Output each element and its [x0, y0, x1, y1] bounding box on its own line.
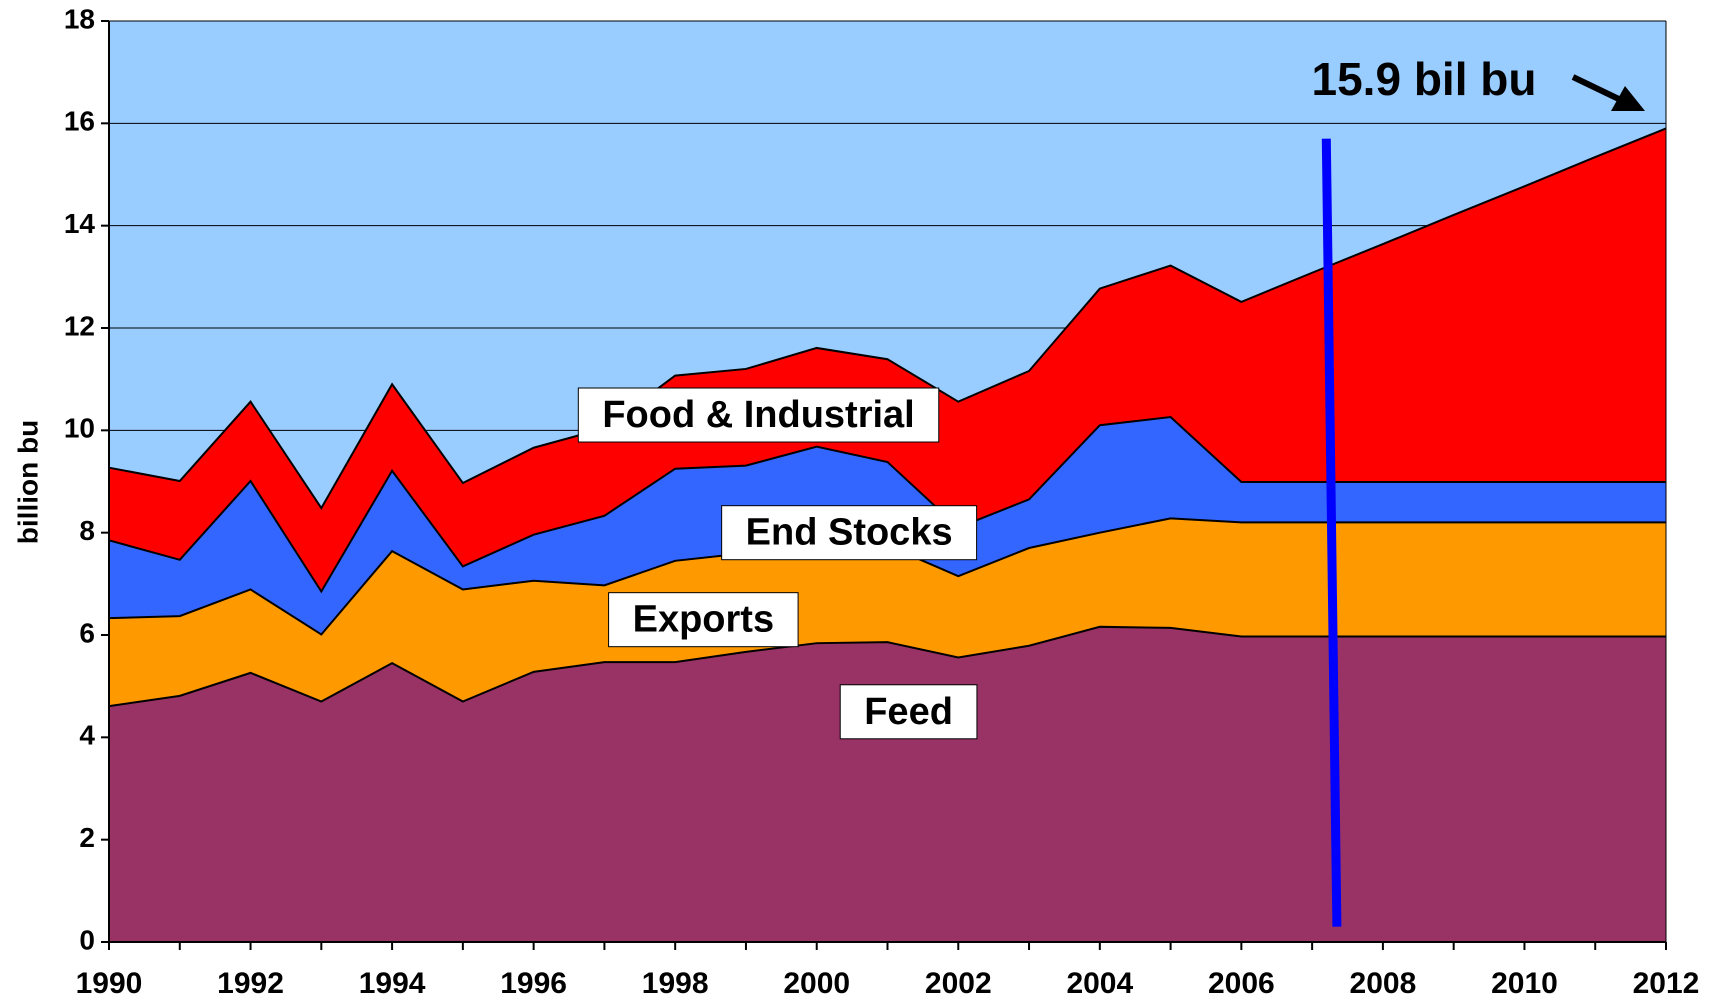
x-tick-label: 2008 [1350, 967, 1417, 1000]
series-label: Exports [608, 592, 799, 648]
y-tick-label: 0 [79, 924, 95, 955]
area [109, 626, 1666, 942]
series-label-box [839, 684, 978, 740]
y-tick-label: 14 [64, 208, 96, 239]
annotation-arrowhead [1611, 86, 1645, 111]
series-label: Feed [839, 684, 978, 740]
y-tick-label: 18 [64, 3, 95, 34]
series-label-box [721, 505, 978, 561]
y-tick-label: 12 [64, 310, 95, 341]
marker-line [1321, 138, 1342, 927]
x-tick-label: 1994 [359, 967, 426, 1000]
area-edge [108, 625, 1666, 708]
x-tick-label: 2010 [1491, 967, 1558, 1000]
y-tick-label: 2 [79, 822, 95, 853]
series-label-text: End Stocks [746, 512, 953, 554]
annotation: 15.9 bil bu [1312, 53, 1537, 105]
x-tick-label: 1996 [500, 967, 567, 1000]
series-label-text: Food & Industrial [602, 394, 914, 436]
series-label-box [577, 387, 940, 443]
series-label-text: Feed [864, 691, 953, 733]
x-tick-label: 1990 [76, 967, 143, 1000]
annotation-arrow [1571, 74, 1627, 105]
x-tick-label: 1992 [217, 967, 284, 1000]
x-tick-label: 1998 [642, 967, 709, 1000]
area-edge [108, 415, 1666, 594]
area-edge [108, 127, 1667, 511]
area [109, 518, 1666, 707]
series-label-box [608, 592, 799, 648]
series-label: Food & Industrial [577, 387, 940, 443]
x-tick-label: 2012 [1633, 967, 1700, 1000]
y-axis-label: billion bu [12, 420, 43, 544]
y-tick-label: 6 [79, 617, 95, 648]
x-tick-label: 2000 [783, 967, 850, 1000]
x-tick-label: 2004 [1066, 967, 1133, 1000]
y-tick-label: 10 [64, 413, 95, 444]
series-label-text: Exports [633, 599, 774, 641]
x-tick-label: 2006 [1208, 967, 1275, 1000]
y-tick-label: 16 [64, 106, 95, 137]
x-tick-label: 2002 [925, 967, 992, 1000]
y-tick-label: 8 [79, 515, 95, 546]
y-tick-label: 4 [79, 720, 95, 751]
series-label: End Stocks [721, 505, 978, 561]
